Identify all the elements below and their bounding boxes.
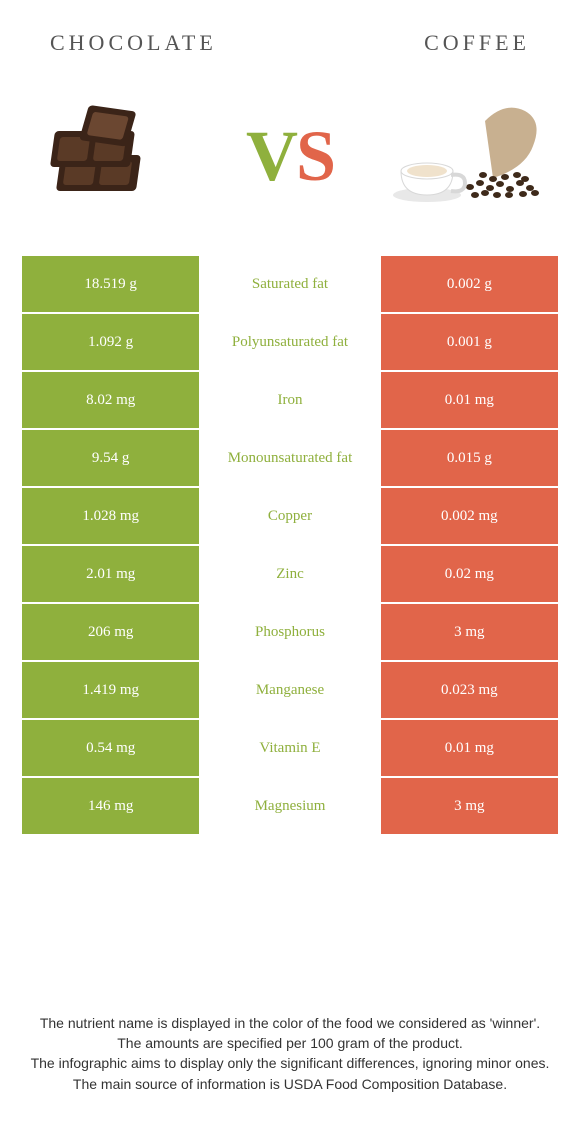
value-left: 9.54 g: [22, 430, 199, 486]
table-row: 2.01 mgZinc0.02 mg: [22, 546, 558, 602]
value-left: 2.01 mg: [22, 546, 199, 602]
header: CHOCOLATE COFFEE: [0, 0, 580, 76]
value-right: 0.01 mg: [381, 372, 558, 428]
header-left: CHOCOLATE: [50, 30, 217, 56]
nutrient-label: Magnesium: [201, 778, 378, 834]
value-right: 0.001 g: [381, 314, 558, 370]
value-left: 1.419 mg: [22, 662, 199, 718]
table-row: 0.54 mgVitamin E0.01 mg: [22, 720, 558, 776]
table-row: 1.092 gPolyunsaturated fat0.001 g: [22, 314, 558, 370]
value-left: 146 mg: [22, 778, 199, 834]
footer-line: The amounts are specified per 100 gram o…: [30, 1033, 550, 1053]
footer-line: The main source of information is USDA F…: [30, 1074, 550, 1094]
nutrient-label: Vitamin E: [201, 720, 378, 776]
value-right: 3 mg: [381, 778, 558, 834]
value-right: 0.01 mg: [381, 720, 558, 776]
table-row: 9.54 gMonounsaturated fat0.015 g: [22, 430, 558, 486]
value-left: 8.02 mg: [22, 372, 199, 428]
value-right: 0.023 mg: [381, 662, 558, 718]
table-row: 18.519 gSaturated fat0.002 g: [22, 256, 558, 312]
footer: The nutrient name is displayed in the co…: [0, 1013, 580, 1094]
coffee-image: [385, 81, 565, 231]
footer-line: The infographic aims to display only the…: [30, 1053, 550, 1073]
value-right: 0.015 g: [381, 430, 558, 486]
table-row: 206 mgPhosphorus3 mg: [22, 604, 558, 660]
value-right: 3 mg: [381, 604, 558, 660]
nutrient-label: Iron: [201, 372, 378, 428]
value-left: 18.519 g: [22, 256, 199, 312]
vs-s: S: [296, 115, 334, 198]
table-row: 8.02 mgIron0.01 mg: [22, 372, 558, 428]
header-right: COFFEE: [424, 30, 530, 56]
chocolate-image: [15, 81, 195, 231]
value-left: 1.092 g: [22, 314, 199, 370]
value-right: 0.002 g: [381, 256, 558, 312]
nutrient-label: Copper: [201, 488, 378, 544]
table-row: 1.028 mgCopper0.002 mg: [22, 488, 558, 544]
value-right: 0.002 mg: [381, 488, 558, 544]
value-left: 1.028 mg: [22, 488, 199, 544]
vs-v: V: [246, 115, 296, 198]
table-row: 146 mgMagnesium3 mg: [22, 778, 558, 834]
value-left: 206 mg: [22, 604, 199, 660]
vs-label: VS: [246, 115, 334, 198]
images-row: VS: [0, 76, 580, 256]
footer-line: The nutrient name is displayed in the co…: [30, 1013, 550, 1033]
comparison-table: 18.519 gSaturated fat0.002 g1.092 gPolyu…: [0, 256, 580, 834]
nutrient-label: Polyunsaturated fat: [201, 314, 378, 370]
value-left: 0.54 mg: [22, 720, 199, 776]
nutrient-label: Phosphorus: [201, 604, 378, 660]
value-right: 0.02 mg: [381, 546, 558, 602]
table-row: 1.419 mgManganese0.023 mg: [22, 662, 558, 718]
nutrient-label: Saturated fat: [201, 256, 378, 312]
nutrient-label: Zinc: [201, 546, 378, 602]
nutrient-label: Manganese: [201, 662, 378, 718]
nutrient-label: Monounsaturated fat: [201, 430, 378, 486]
